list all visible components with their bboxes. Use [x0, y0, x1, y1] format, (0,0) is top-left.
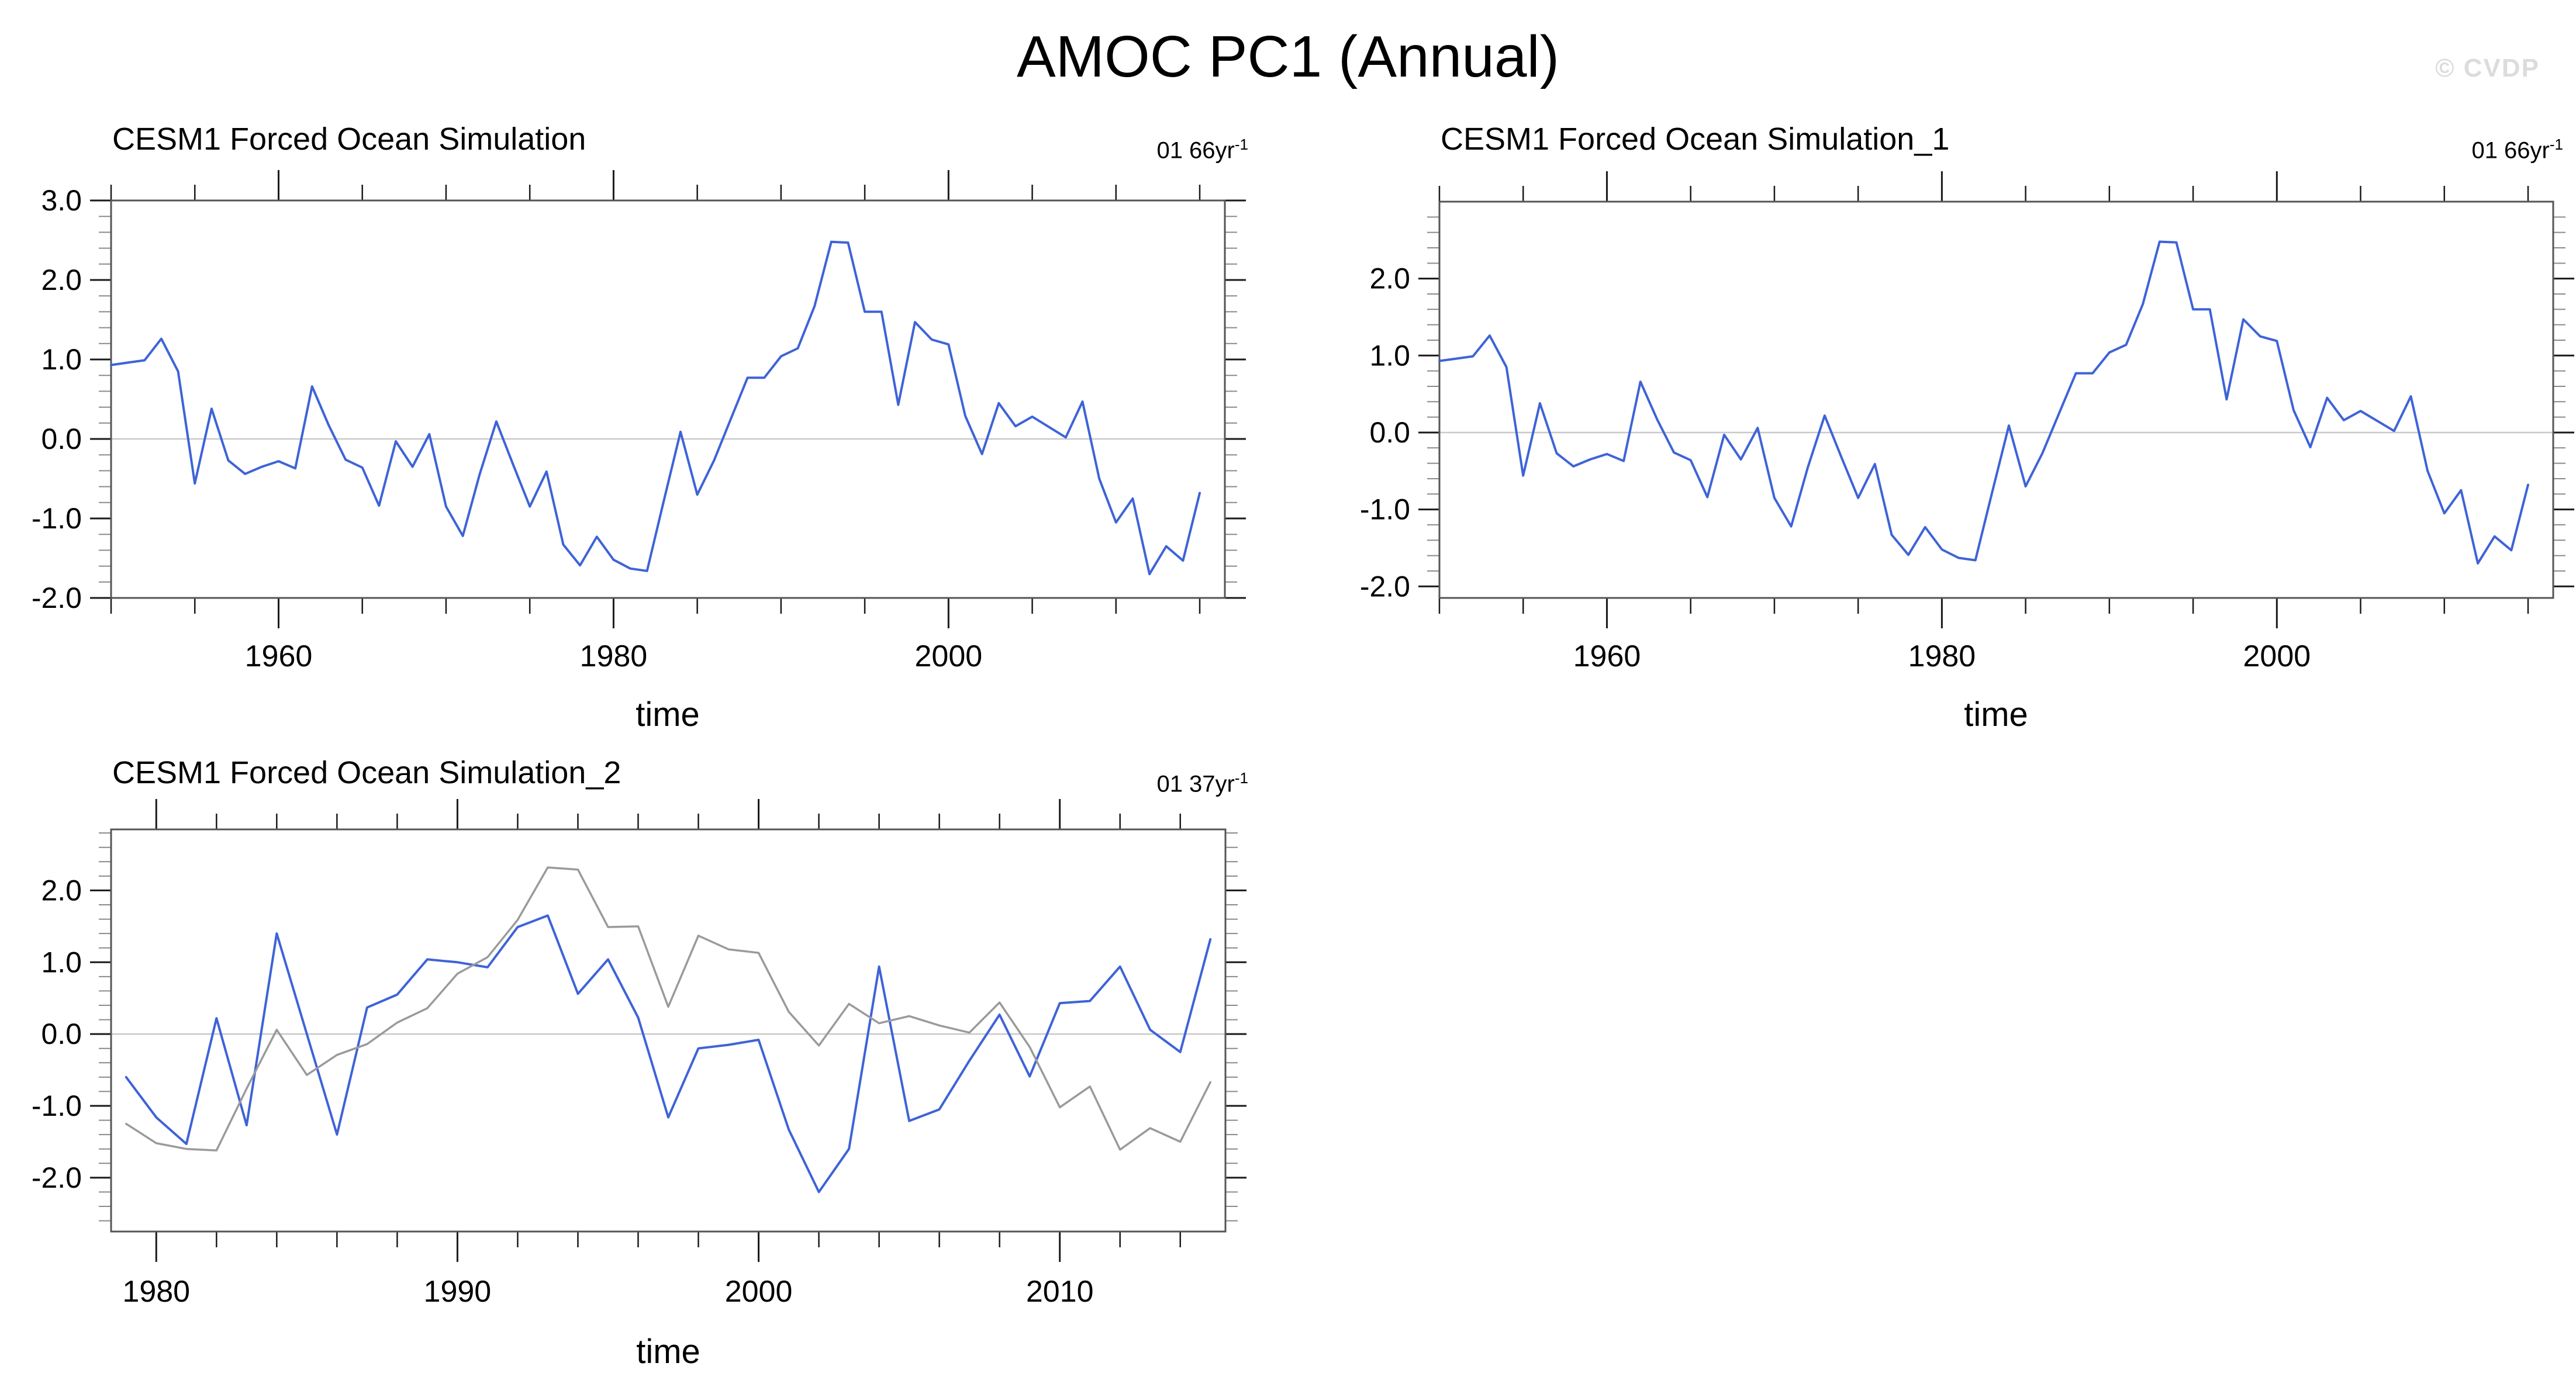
panel2-title: CESM1 Forced Ocean Simulation_1	[1441, 122, 1950, 157]
y-tick-label: 1.0	[41, 343, 82, 376]
panel1-period-exponent: -1	[1234, 136, 1248, 153]
panel3-xaxis-title: time	[636, 1333, 700, 1371]
x-tick-label: 2000	[725, 1275, 793, 1309]
panel2-tick-labels: 2.0 1.0 0.0 -1.0 -2.0 1960 1980 2000	[1360, 262, 2311, 673]
y-tick-label: 2.0	[1369, 262, 1410, 295]
x-tick-label: 2000	[2243, 639, 2311, 673]
panel2-ticks	[1418, 171, 2574, 628]
panel3-tick-labels: 2.0 1.0 0.0 -1.0 -2.0 1980 1990 2000 2010	[32, 874, 1094, 1309]
y-tick-label: -1.0	[32, 502, 82, 535]
y-tick-label: -2.0	[1360, 570, 1410, 603]
panel1-tick-labels: 3.0 2.0 1.0 0.0 -1.0 -2.0 1960 1980 2000	[32, 184, 982, 673]
y-tick-label: -1.0	[32, 1089, 82, 1122]
x-tick-label: 1980	[1908, 639, 1976, 673]
x-tick-label: 2010	[1026, 1275, 1094, 1309]
panel3-ticks	[90, 799, 1246, 1262]
panel1-period-label: 01 66yr-1	[1156, 131, 1248, 164]
panel2-period-label: 01 66yr-1	[2471, 131, 2563, 164]
panel-1: 3.0 2.0 1.0 0.0 -1.0 -2.0 1960 1980 2000	[32, 170, 1246, 673]
panel2-xaxis-title: time	[1964, 696, 2028, 734]
panel2-series-1-line	[1438, 240, 2529, 565]
panel3-period-text: 01 37yr	[1156, 771, 1235, 797]
panel2-period-exponent: -1	[2549, 136, 2563, 153]
x-tick-label: 1980	[580, 639, 648, 673]
y-tick-label: 2.0	[41, 874, 82, 907]
panel2-period-text: 01 66yr	[2471, 137, 2550, 164]
panel1-series-1-line	[110, 240, 1201, 576]
x-tick-label: 1980	[122, 1275, 190, 1309]
y-tick-label: 0.0	[41, 1018, 82, 1050]
panel3-period-label: 01 37yr-1	[1156, 765, 1248, 797]
y-tick-label: 0.0	[41, 423, 82, 455]
panel3-title: CESM1 Forced Ocean Simulation_2	[112, 755, 621, 790]
y-tick-label: 2.0	[41, 264, 82, 296]
x-tick-label: 1990	[424, 1275, 492, 1309]
y-tick-label: 1.0	[1369, 339, 1410, 372]
panel3-period-exponent: -1	[1234, 769, 1248, 787]
panel1-frame	[110, 199, 1226, 599]
y-tick-label: -2.0	[32, 582, 82, 614]
panel2-frame	[1438, 200, 2554, 599]
panel1-period-text: 01 66yr	[1156, 137, 1235, 164]
panel1-ticks	[90, 170, 1246, 628]
x-tick-label: 2000	[914, 639, 982, 673]
y-tick-label: -2.0	[32, 1161, 82, 1194]
x-tick-label: 1960	[1573, 639, 1641, 673]
y-tick-label: -1.0	[1360, 493, 1410, 526]
panel1-title: CESM1 Forced Ocean Simulation	[112, 122, 586, 157]
x-tick-label: 1960	[245, 639, 313, 673]
y-tick-label: 3.0	[41, 184, 82, 217]
cvdp-watermark: © CVDP	[2435, 54, 2540, 82]
panel-2: 2.0 1.0 0.0 -1.0 -2.0 1960 1980 2000	[1360, 171, 2574, 673]
figure-title: AMOC PC1 (Annual)	[1016, 24, 1560, 89]
panel3-frame	[110, 828, 1227, 1233]
panel-3: 2.0 1.0 0.0 -1.0 -2.0 1980 1990 2000 2010	[32, 799, 1246, 1309]
y-tick-label: 1.0	[41, 946, 82, 978]
panel1-xaxis-title: time	[636, 696, 700, 734]
panel3-series-2-line	[125, 866, 1211, 1151]
panel3-series-1-line	[125, 914, 1212, 1194]
y-tick-label: 0.0	[1369, 416, 1410, 449]
